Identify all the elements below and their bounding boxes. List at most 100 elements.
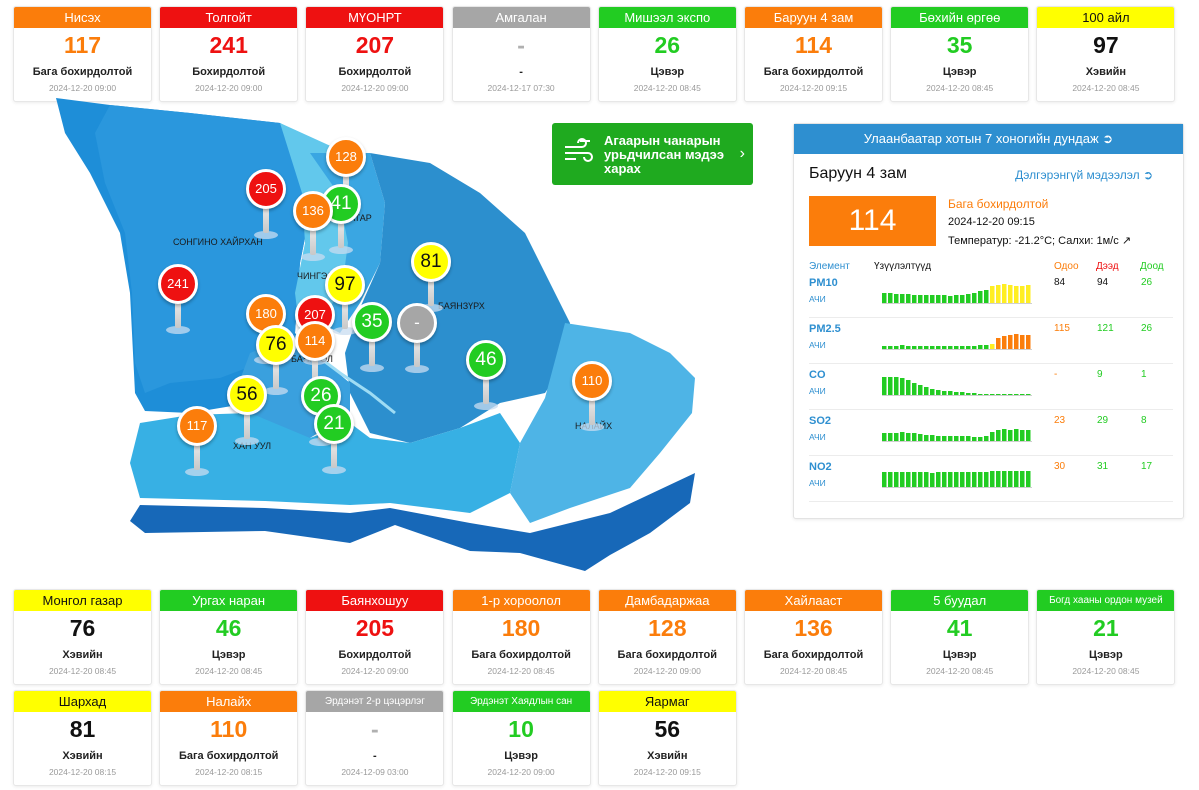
station-name: Шархад <box>14 691 151 712</box>
chart-bar <box>1008 471 1013 487</box>
map-pin[interactable]: 114 <box>295 321 335 395</box>
chart-bar <box>912 346 917 349</box>
station-card[interactable]: Монгол газар 76 Хэвийн 2024-12-20 08:45 <box>13 589 152 685</box>
chart-bar <box>924 387 929 395</box>
map-pin[interactable]: 110 <box>572 361 612 435</box>
station-level: Хэвийн <box>62 750 103 762</box>
map-pin[interactable]: - <box>397 303 437 377</box>
station-card[interactable]: Богд хааны ордон музей 21 Цэвэр 2024-12-20 … <box>1036 589 1176 685</box>
pollutant-min: 26 <box>1141 323 1153 334</box>
chart-bar <box>1026 285 1031 303</box>
map-pin[interactable]: 117 <box>177 406 217 480</box>
chart-bar <box>966 294 971 303</box>
station-card[interactable]: Ургах наран 46 Цэвэр 2024-12-20 08:45 <box>159 589 299 685</box>
station-aqi: 128 <box>648 615 687 641</box>
map-pin[interactable]: 97 <box>325 265 365 339</box>
map-pin[interactable]: 21 <box>314 404 354 478</box>
chart-bar <box>894 472 899 487</box>
station-level: Бага бохирдолтой <box>763 66 864 78</box>
station-card[interactable]: Шархад 81 Хэвийн 2024-12-20 08:15 <box>13 690 152 786</box>
pollutant-name[interactable]: SO2 <box>809 415 832 427</box>
map-pin[interactable]: 205 <box>246 169 286 243</box>
chart-bar <box>1014 334 1019 349</box>
station-card[interactable]: МҮОНРТ 207 Бохирдолтой 2024-12-20 09:00 <box>305 6 445 102</box>
station-card[interactable]: Яармаг 56 Хэвийн 2024-12-20 09:15 <box>597 690 737 786</box>
station-card[interactable]: Хайлааст 136 Бага бохирдолтой 2024-12-20 08… <box>744 589 883 685</box>
station-card[interactable]: 1-р хороолол 180 Бага бохирдолтой 2024-12-2… <box>451 589 591 685</box>
pin-shadow <box>405 365 429 373</box>
station-level: Хэвийн <box>62 649 103 661</box>
station-level: Бага бохирдолтой <box>617 649 718 661</box>
station-card[interactable]: Дамбадаржаа 128 Бага бохирдолтой 2024-12-20… <box>597 589 737 685</box>
station-card[interactable]: Налайх 110 Бага бохирдолтой 2024-12-20 08:1… <box>159 690 299 786</box>
station-card[interactable]: Амгалан - - 2024-12-17 07:30 <box>451 6 591 102</box>
chart-bar <box>912 472 917 487</box>
chart-bar <box>960 346 965 349</box>
map-pin[interactable]: 136 <box>293 191 333 265</box>
station-card[interactable]: 100 айл 97 Хэвийн 2024-12-20 08:45 <box>1036 6 1176 102</box>
station-card[interactable]: Бөхийн өргөө 35 Цэвэр 2024-12-20 08:45 <box>890 6 1030 102</box>
station-aqi: 136 <box>794 615 833 641</box>
station-name: Эрдэнэт Хаядлын сан <box>452 691 590 712</box>
map-pin[interactable]: 76 <box>256 325 296 399</box>
station-level: Бага бохирдолтой <box>763 649 864 661</box>
station-card[interactable]: Нисэх 117 Бага бохирдолтой 2024-12-20 09:00 <box>13 6 152 102</box>
map-pin[interactable]: 56 <box>227 375 267 449</box>
chart-bar <box>888 293 893 303</box>
chart-bar <box>1026 471 1031 487</box>
pin-shadow <box>580 423 604 431</box>
map-pin[interactable]: 35 <box>352 302 392 376</box>
map-pin[interactable]: 241 <box>158 264 198 338</box>
chart-bar <box>894 433 899 441</box>
pin-stem <box>194 436 200 470</box>
chart-bar <box>978 345 983 349</box>
station-card[interactable]: 5 буудал 41 Цэвэр 2024-12-20 08:45 <box>890 589 1030 685</box>
pin-stem <box>331 434 337 468</box>
pin-value: 205 <box>246 169 286 209</box>
station-time: 2024-12-20 08:45 <box>779 666 848 676</box>
arrow-circle-icon: ➲ <box>1142 168 1153 182</box>
pollutant-name[interactable]: PM10 <box>809 277 838 289</box>
map-pin[interactable]: 41 <box>321 184 361 258</box>
wind-arrow-icon: ↗ <box>1121 235 1132 247</box>
station-time: 2024-12-20 09:00 <box>487 767 555 777</box>
col-min-header: Доод <box>1140 261 1164 272</box>
pollutant-name[interactable]: PM2.5 <box>809 323 841 335</box>
weekly-average-link[interactable]: Улаанбаатар хотын 7 хоногийн дундаж ➲ <box>794 124 1183 154</box>
forecast-button[interactable]: Агаарын чанарын урьдчилсан мэдээ харах › <box>552 123 753 185</box>
chart-bar <box>882 293 887 303</box>
row-divider <box>809 409 1173 410</box>
chart-bar <box>948 346 953 349</box>
col-max-header: Дээд <box>1096 261 1119 272</box>
station-level: - <box>373 750 377 762</box>
station-card[interactable]: Баруун 4 зам 114 Бага бохирдолтой 2024-12-2… <box>744 6 883 102</box>
pollutant-name[interactable]: CO <box>809 369 826 381</box>
station-time: 2024-12-20 09:15 <box>779 83 848 93</box>
forecast-label: Агаарын чанарын урьдчилсан мэдээ харах <box>604 133 725 176</box>
station-name: Монгол газар <box>14 590 151 611</box>
station-time: 2024-12-17 07:30 <box>487 83 555 93</box>
station-card[interactable]: Эрдэнэт 2-р цэцэрлэг - - 2024-12-09 03:00 <box>305 690 445 786</box>
station-name: Эрдэнэт 2-р цэцэрлэг <box>306 691 444 712</box>
station-time: 2024-12-20 09:00 <box>195 83 263 93</box>
chart-bar <box>888 346 893 349</box>
station-card[interactable]: Баянхошуу 205 Бохирдолтой 2024-12-20 09:00 <box>305 589 445 685</box>
chart-bar <box>936 390 941 395</box>
pollutant-now: 115 <box>1054 323 1070 334</box>
station-card[interactable]: Эрдэнэт Хаядлын сан 10 Цэвэр 2024-12-20 09:… <box>451 690 591 786</box>
more-info-link[interactable]: Дэлгэрэнгүй мэдээлэл ➲ <box>1015 168 1153 182</box>
ulaanbaatar-map: СОНГИНО ХАЙРХАНЧИНГЭЛТЭЙСҮХБААТАРБАЯНЗҮР… <box>50 93 710 583</box>
station-aqi: 46 <box>215 615 242 641</box>
map-pin[interactable]: 46 <box>466 340 506 414</box>
chart-bar <box>1026 335 1031 349</box>
pin-stem <box>483 370 489 404</box>
pin-stem <box>312 351 318 385</box>
station-card[interactable]: Толгойт 241 Бохирдолтой 2024-12-20 09:00 <box>159 6 299 102</box>
chart-bar <box>972 393 977 395</box>
station-card[interactable]: Мишээл экспо 26 Цэвэр 2024-12-20 08:45 <box>597 6 737 102</box>
chart-bar <box>942 472 947 487</box>
pollutant-name[interactable]: NO2 <box>809 461 832 473</box>
chart-bar <box>936 346 941 349</box>
station-time: 2024-12-20 08:15 <box>195 767 263 777</box>
chart-bar <box>942 295 947 303</box>
